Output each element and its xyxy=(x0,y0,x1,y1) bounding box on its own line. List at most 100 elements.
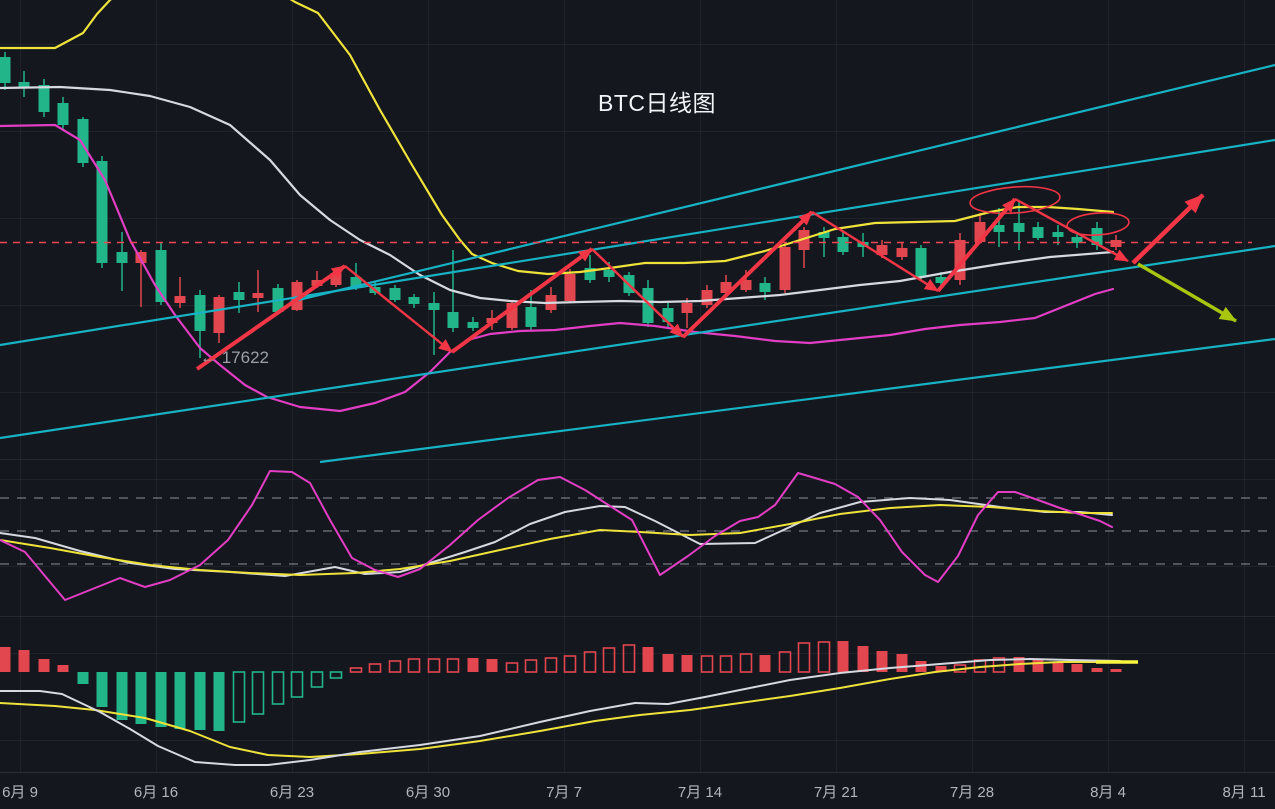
macd-bar xyxy=(388,660,402,673)
kdj-j-line xyxy=(0,470,1113,601)
highlight-ellipse[interactable] xyxy=(969,184,1061,216)
trend-zigzag[interactable] xyxy=(195,197,1129,371)
macd-bar xyxy=(622,644,636,673)
forecast-arrow-up[interactable] xyxy=(1131,193,1205,265)
zigzag-down-segment[interactable] xyxy=(811,210,939,293)
macd-bar xyxy=(1032,660,1044,672)
candle-body xyxy=(993,225,1005,232)
macd-bar xyxy=(583,651,597,673)
zigzag-up-segment[interactable] xyxy=(195,264,347,371)
candle-body xyxy=(1071,237,1083,243)
candle-body xyxy=(662,308,674,322)
candle-body xyxy=(798,230,810,250)
channel-trendline[interactable] xyxy=(319,337,1275,464)
candle-body xyxy=(701,290,713,305)
x-axis-label: 6月 30 xyxy=(405,784,451,801)
macd-bar xyxy=(135,672,147,724)
macd-bar xyxy=(1052,662,1064,672)
bollinger-upper-line xyxy=(0,0,1115,276)
time-axis[interactable]: 6月 9 6月 16 6月 23 6月 30 7月 7 7月 14 7月 21 7月 28 8月… xyxy=(0,772,1275,809)
macd-bar xyxy=(1110,669,1122,672)
candle-body xyxy=(954,240,966,280)
macd-bar xyxy=(563,655,577,673)
candle-body xyxy=(876,245,888,255)
candle-body xyxy=(681,303,693,313)
macd-bar xyxy=(896,654,908,672)
x-axis-label: 7月 14 xyxy=(677,784,723,801)
highlight-ellipse[interactable] xyxy=(1066,211,1130,237)
macd-bar xyxy=(837,641,849,672)
candle-body xyxy=(350,277,362,287)
x-axis-label: 6月 9 xyxy=(2,784,38,801)
candle-body xyxy=(603,270,615,277)
candle-body xyxy=(467,322,479,328)
candle-body xyxy=(174,296,186,303)
macd-bar xyxy=(329,671,343,679)
candle-body xyxy=(740,280,752,290)
zigzag-up-segment[interactable] xyxy=(681,210,814,339)
candle-body xyxy=(0,57,11,83)
macd-bar xyxy=(857,646,869,672)
candle-body xyxy=(447,312,459,328)
candle-body xyxy=(311,280,323,286)
macd-bar xyxy=(1071,664,1083,672)
macd-bar xyxy=(778,651,792,673)
macd-bar xyxy=(681,655,693,672)
price-panel xyxy=(0,0,1275,464)
zigzag-down-segment[interactable] xyxy=(344,265,453,353)
candle-body xyxy=(213,297,225,333)
candle-body xyxy=(642,288,654,323)
macd-line xyxy=(0,658,1121,766)
candle-body xyxy=(837,237,849,252)
candle-body xyxy=(896,248,908,257)
channel-trendline[interactable] xyxy=(289,63,1275,304)
forecast-arrow-down[interactable] xyxy=(1137,262,1237,323)
macd-bar xyxy=(1091,668,1103,672)
zigzag-up-segment[interactable] xyxy=(450,247,594,354)
zigzag-down-segment[interactable] xyxy=(591,248,684,338)
macd-bar xyxy=(935,666,947,672)
macd-panel xyxy=(0,641,1138,766)
macd-bar xyxy=(876,651,888,672)
candle-body xyxy=(506,303,518,328)
macd-bar xyxy=(116,672,128,720)
candle-body xyxy=(1032,227,1044,238)
macd-bar xyxy=(797,642,811,673)
x-axis-label: 6月 16 xyxy=(133,784,179,801)
candle-body xyxy=(974,222,986,242)
macd-bar xyxy=(739,653,753,673)
candle-body xyxy=(759,283,771,292)
candle-body xyxy=(389,288,401,300)
macd-bar xyxy=(38,659,50,672)
macd-bar xyxy=(310,671,324,688)
bollinger-lower-line xyxy=(0,123,1115,413)
kdj-panel xyxy=(0,470,1275,601)
candle-body xyxy=(1052,232,1064,237)
macd-bar xyxy=(194,672,206,730)
chart-title: BTC日线图 xyxy=(598,90,716,116)
candle-body xyxy=(1110,240,1122,247)
macd-histogram xyxy=(0,641,1122,731)
x-axis-label: 8月 4 xyxy=(1090,784,1126,801)
candles-layer xyxy=(0,52,1122,358)
channel-trendline[interactable] xyxy=(0,244,1275,440)
x-axis-label: 6月 23 xyxy=(269,784,315,801)
macd-bar xyxy=(700,655,714,673)
macd-bar xyxy=(155,672,167,727)
zigzag-down-segment[interactable] xyxy=(1014,197,1129,263)
candle-body xyxy=(38,85,50,112)
candle-body xyxy=(77,119,89,163)
candle-body xyxy=(96,161,108,263)
macd-bar xyxy=(18,650,30,672)
chart-plot-area[interactable] xyxy=(0,0,1275,772)
bollinger-middle-line xyxy=(0,85,1115,305)
candle-body xyxy=(252,293,264,298)
candle-body xyxy=(1091,228,1103,245)
zigzag-up-segment[interactable] xyxy=(936,197,1017,293)
macd-bar xyxy=(349,667,363,673)
low-price-annotation: ← 17622 xyxy=(200,348,269,367)
macd-bar xyxy=(662,654,674,672)
macd-bar xyxy=(174,672,186,729)
candle-body xyxy=(408,297,420,304)
